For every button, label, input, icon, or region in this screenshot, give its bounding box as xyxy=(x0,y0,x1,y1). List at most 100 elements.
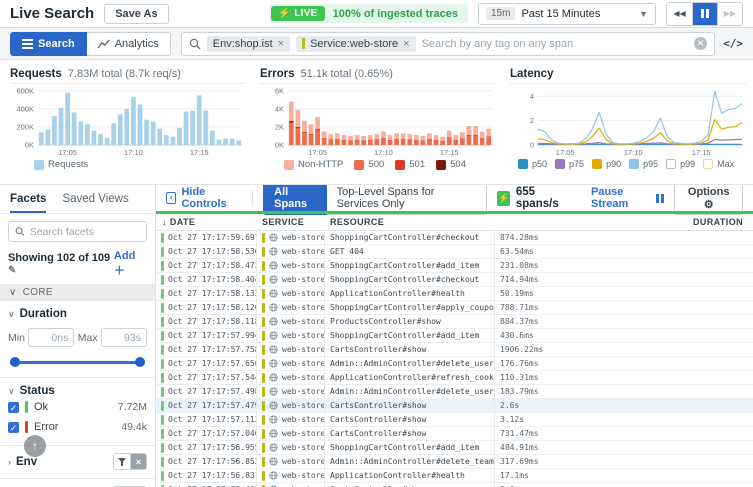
span-duration-cell: 430.6ms xyxy=(494,329,753,342)
env-filter-button[interactable] xyxy=(114,454,130,469)
forward-button[interactable]: ▶▶ xyxy=(717,2,742,25)
status-ok-bar xyxy=(161,302,164,313)
tab-facets[interactable]: Facets xyxy=(10,193,47,213)
span-date-cell: Oct 27 17:17:58.132 xyxy=(156,287,256,300)
facet-value-count: 7.72M xyxy=(117,401,147,413)
facet-search-input[interactable] xyxy=(29,225,140,238)
table-row[interactable]: Oct 27 17:17:57.040 web-store CartsControl… xyxy=(156,427,753,441)
tab-analytics[interactable]: Analytics xyxy=(86,31,171,56)
table-row[interactable]: Oct 27 17:17:58.404 web-store ShoppingCart… xyxy=(156,273,753,287)
col-resource[interactable]: RESOURCE xyxy=(330,217,385,227)
service-color-bar xyxy=(262,386,265,397)
chevron-down-icon[interactable]: ∨ xyxy=(8,385,15,396)
requests-legend: Requests xyxy=(10,158,246,170)
facet-group-core[interactable]: ∨ CORE xyxy=(0,284,155,301)
table-row[interactable]: Oct 27 17:17:58.132 web-store ApplicationC… xyxy=(156,287,753,301)
live-badge: ⚡ LIVE xyxy=(271,6,325,21)
span-service-cell: web-store xyxy=(256,371,324,384)
span-resource-cell: ShoppingCartController#checkout xyxy=(324,273,494,286)
filter-chip[interactable]: Env:shop.ist × xyxy=(206,35,291,52)
errors-legend: Non-HTTP 500 501 504 xyxy=(260,158,496,170)
code-view-icon[interactable]: </> xyxy=(723,37,743,50)
span-service: web-store xyxy=(282,261,324,270)
filter-chip[interactable]: Service:web-store × xyxy=(296,35,416,52)
col-duration[interactable]: DURATION xyxy=(692,217,743,227)
span-service: web-store xyxy=(282,471,324,480)
span-service-cell: web-store xyxy=(256,315,324,328)
time-range-picker[interactable]: 15m Past 15 Minutes ▼ xyxy=(478,2,656,25)
pause-stream-button[interactable]: Pause Stream xyxy=(591,186,665,210)
hide-controls-button[interactable]: ‹ Hide Controls xyxy=(166,186,242,210)
span-date: Oct 27 17:17:58.473 xyxy=(168,261,256,270)
duration-slider[interactable] xyxy=(10,357,145,367)
legend-item: 504 xyxy=(436,159,466,170)
table-row[interactable]: Oct 27 17:17:57.498 web-store Admin::Admin… xyxy=(156,385,753,399)
pause-button[interactable] xyxy=(692,2,717,25)
globe-icon xyxy=(269,261,278,270)
facet-value-row[interactable]: ✓ Ok 7.72M xyxy=(8,397,147,417)
span-duration-cell: 874.28ms xyxy=(494,231,753,244)
col-date[interactable]: ↓ DATE xyxy=(162,217,196,227)
duration-max-input[interactable] xyxy=(100,328,147,347)
span-duration-cell: 2.6s xyxy=(494,483,753,487)
globe-icon xyxy=(269,303,278,312)
table-row[interactable]: Oct 27 17:17:57.544 web-store ApplicationC… xyxy=(156,371,753,385)
span-duration-cell: 484.91ms xyxy=(494,441,753,454)
edit-icon[interactable]: ✎ xyxy=(8,265,17,276)
add-facet-button[interactable]: Add ＋ xyxy=(113,250,136,277)
scroll-top-button[interactable]: ↑ xyxy=(24,435,46,457)
table-row[interactable]: Oct 27 17:17:57.758 web-store CartsControl… xyxy=(156,343,753,357)
clear-search-icon[interactable]: ✕ xyxy=(694,37,708,50)
table-row[interactable]: Oct 27 17:17:57.479 web-store CartsControl… xyxy=(156,399,753,413)
table-row[interactable]: Oct 27 17:17:57.650 web-store Admin::Admin… xyxy=(156,357,753,371)
tab-saved-views[interactable]: Saved Views xyxy=(62,193,129,205)
duration-min-input[interactable] xyxy=(28,328,75,347)
globe-icon xyxy=(269,317,278,326)
status-ok-bar xyxy=(161,456,164,467)
status-ok-bar xyxy=(161,372,164,383)
table-row[interactable]: Oct 27 17:17:58.118 web-store ProductsCont… xyxy=(156,315,753,329)
all-spans-button[interactable]: All Spans xyxy=(263,185,327,215)
chip-remove-icon[interactable]: × xyxy=(277,37,285,50)
service-color-bar xyxy=(262,358,265,369)
col-service[interactable]: SERVICE xyxy=(262,217,305,227)
svg-text:17:10: 17:10 xyxy=(624,148,643,157)
save-as-button[interactable]: Save As xyxy=(104,3,169,24)
options-button[interactable]: Options ⚙ xyxy=(674,185,744,215)
checkbox[interactable]: ✓ xyxy=(8,401,19,413)
facet-search[interactable] xyxy=(8,221,147,242)
svg-text:600K: 600K xyxy=(16,86,34,95)
svg-text:17:10: 17:10 xyxy=(124,148,143,157)
checkbox[interactable]: ✓ xyxy=(8,421,19,433)
rewind-button[interactable]: ◀◀ xyxy=(667,2,692,25)
service-color-bar xyxy=(262,316,265,327)
table-row[interactable]: Oct 27 17:17:56.468 web-storeCartsControl… xyxy=(156,483,753,487)
table-row[interactable]: Oct 27 17:17:56.831 web-store ApplicationC… xyxy=(156,469,753,483)
chevron-down-icon[interactable]: ∨ xyxy=(8,308,15,319)
chip-remove-icon[interactable]: × xyxy=(403,37,410,50)
table-row[interactable]: Oct 27 17:17:57.994 web-store ShoppingCart… xyxy=(156,329,753,343)
table-row[interactable]: Oct 27 17:17:59.697 web-store ShoppingCart… xyxy=(156,231,753,245)
requests-title: Requests 7.83M total (8.7k req/s) xyxy=(10,66,246,84)
table-row[interactable]: Oct 27 17:17:56.955 web-store ShoppingCart… xyxy=(156,441,753,455)
tab-search[interactable]: Search xyxy=(10,31,87,56)
requests-chart[interactable]: 0K 200K 400K 600K 17:05 17:10 17:15 xyxy=(10,84,246,158)
latency-chart[interactable]: 0 2 4 17:05 17:10 17:15 xyxy=(510,84,746,158)
env-clear-button[interactable]: × xyxy=(130,454,146,469)
errors-chart[interactable]: 0K 2K 4K 6K 17:05 17:10 17:15 xyxy=(260,84,496,158)
table-row[interactable]: Oct 27 17:17:58.536 web-store GET 404 63.54… xyxy=(156,245,753,259)
table-row[interactable]: Oct 27 17:17:58.473 web-store ShoppingCart… xyxy=(156,259,753,273)
search-input[interactable]: Env:shop.ist × Service:web-store × Search b… xyxy=(180,31,716,56)
svg-text:400K: 400K xyxy=(16,104,34,113)
chevron-right-icon[interactable]: › xyxy=(8,456,11,467)
span-date-cell: Oct 27 17:17:56.831 xyxy=(156,469,256,482)
slider-handle-min[interactable] xyxy=(10,357,20,367)
table-row[interactable]: Oct 27 17:17:57.113 web-store CartsControl… xyxy=(156,413,753,427)
slider-handle-max[interactable] xyxy=(135,357,145,367)
span-service: web-store xyxy=(282,331,324,340)
table-row[interactable]: Oct 27 17:17:58.120 web-store ShoppingCart… xyxy=(156,301,753,315)
facet-value-row[interactable]: ✓ Error 49.4k xyxy=(8,417,147,437)
service-color-bar xyxy=(262,344,265,355)
table-row[interactable]: Oct 27 17:17:56.852 web-store Admin::Admin… xyxy=(156,455,753,469)
top-level-spans-button[interactable]: Top-Level Spans for Services Only xyxy=(326,185,488,215)
